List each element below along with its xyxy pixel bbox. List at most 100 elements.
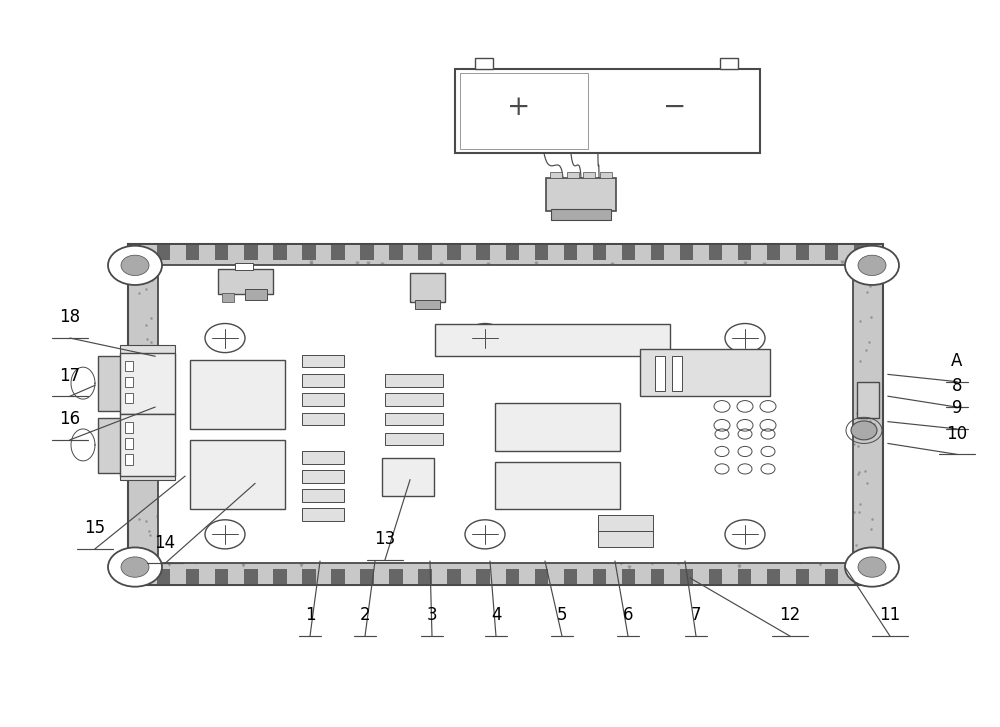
Bar [302, 355, 344, 367]
Bar [433, 245, 446, 260]
Bar [598, 515, 653, 531]
Bar [723, 245, 737, 260]
Circle shape [725, 520, 765, 549]
Bar [680, 569, 693, 584]
Bar [578, 569, 591, 584]
Bar [98, 356, 123, 411]
Bar [389, 569, 403, 584]
Text: +: + [507, 94, 531, 121]
Bar [781, 569, 795, 584]
Bar [622, 569, 635, 584]
Bar [360, 245, 374, 260]
Circle shape [205, 520, 245, 549]
Bar [752, 569, 766, 584]
Bar [125, 454, 133, 465]
Bar [709, 569, 722, 584]
Bar [273, 245, 287, 260]
Bar [125, 361, 133, 371]
Bar [259, 569, 272, 584]
Circle shape [121, 557, 149, 577]
Bar [245, 289, 267, 300]
Bar [404, 245, 417, 260]
Bar [551, 209, 611, 220]
Circle shape [465, 520, 505, 549]
Bar [302, 569, 316, 584]
Bar [868, 569, 882, 584]
Bar [190, 360, 285, 429]
Bar [549, 569, 562, 584]
Bar [410, 273, 445, 302]
Text: 7: 7 [691, 606, 701, 624]
Bar [302, 413, 344, 425]
Bar [810, 245, 824, 260]
Bar [854, 569, 867, 584]
Bar [435, 324, 670, 356]
Bar [157, 245, 170, 260]
Text: A: A [951, 352, 963, 370]
Bar [825, 569, 838, 584]
Circle shape [121, 255, 149, 276]
Circle shape [845, 246, 899, 285]
Bar [317, 245, 330, 260]
Bar [218, 269, 273, 294]
Bar [720, 58, 738, 69]
Text: 6: 6 [623, 606, 633, 624]
Bar [302, 470, 344, 483]
Bar [491, 569, 504, 584]
Bar [331, 569, 345, 584]
Bar [172, 245, 185, 260]
Bar [578, 245, 591, 260]
Bar [186, 245, 199, 260]
Bar [567, 172, 579, 178]
Bar [346, 569, 359, 584]
Text: 17: 17 [59, 366, 81, 385]
Bar [201, 569, 214, 584]
Bar [854, 245, 867, 260]
Bar [375, 569, 388, 584]
Bar [128, 569, 141, 584]
Bar [125, 393, 133, 403]
Bar [738, 569, 751, 584]
Bar [593, 569, 606, 584]
Bar [607, 245, 620, 260]
Bar [302, 393, 344, 406]
Text: 16: 16 [59, 410, 81, 428]
Bar [672, 356, 682, 391]
Bar [385, 374, 443, 387]
Bar [767, 569, 780, 584]
Bar [462, 569, 475, 584]
Bar [723, 569, 737, 584]
Bar [385, 413, 443, 425]
Bar [230, 245, 243, 260]
Bar [157, 569, 170, 584]
Circle shape [858, 557, 886, 577]
Bar [549, 245, 562, 260]
Bar [158, 265, 853, 563]
Bar [302, 508, 344, 521]
Bar [460, 73, 588, 149]
Text: 13: 13 [374, 530, 396, 548]
Bar [495, 403, 620, 451]
Bar [694, 245, 708, 260]
Bar [98, 418, 123, 473]
Bar [172, 569, 185, 584]
Text: 3: 3 [427, 606, 437, 624]
Bar [143, 569, 156, 584]
Bar [636, 245, 650, 260]
Bar [120, 345, 175, 480]
Bar [825, 245, 838, 260]
Bar [302, 451, 344, 464]
Bar [796, 245, 809, 260]
Bar [680, 245, 693, 260]
Bar [520, 245, 533, 260]
Bar [389, 245, 403, 260]
Bar [535, 245, 548, 260]
Bar [767, 245, 780, 260]
Bar [120, 414, 175, 476]
Bar [462, 245, 475, 260]
Bar [288, 245, 301, 260]
Bar [455, 69, 760, 153]
Text: 10: 10 [946, 425, 968, 443]
Bar [636, 569, 650, 584]
Bar [128, 244, 883, 585]
